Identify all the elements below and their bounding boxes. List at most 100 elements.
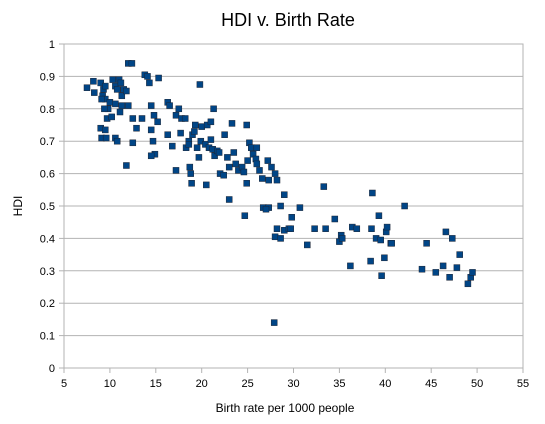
data-point (185, 141, 193, 148)
data-point (449, 235, 456, 242)
y-tick-label: 0 (49, 363, 55, 375)
data-point (108, 113, 115, 121)
data-point (264, 157, 272, 164)
data-point (383, 223, 391, 231)
data-point (228, 120, 236, 127)
data-point (83, 84, 91, 91)
y-tick-label: 0.4 (40, 233, 55, 245)
data-point (469, 269, 476, 276)
data-point (273, 176, 281, 184)
data-point (172, 167, 180, 174)
data-point (244, 157, 251, 164)
y-axis-ticks: 0 0.1 0.2 0.3 0.4 0.5 0.6 0.7 0.8 0.9 1 (40, 39, 64, 375)
data-point (116, 108, 124, 116)
data-point (375, 212, 383, 219)
data-point (147, 152, 155, 160)
data-point (221, 131, 228, 138)
data-point (220, 171, 227, 179)
x-axis-label: Birth rate per 1000 people (216, 401, 355, 415)
data-point (253, 160, 261, 168)
data-point (423, 240, 430, 247)
data-point (102, 134, 110, 142)
x-axis-ticks: 5 10 15 20 25 30 35 40 45 50 55 (61, 368, 529, 390)
data-point (102, 82, 109, 90)
data-point (117, 79, 125, 87)
data-point (224, 154, 231, 161)
x-tick-label: 30 (287, 378, 299, 390)
x-tick-label: 25 (241, 378, 253, 390)
data-point (243, 180, 250, 187)
data-point (129, 115, 137, 122)
data-point (225, 163, 233, 171)
data-point (277, 202, 284, 210)
data-point (98, 95, 105, 103)
x-tick-label: 40 (379, 378, 391, 390)
data-point (241, 212, 249, 219)
data-point (112, 100, 119, 108)
data-point (287, 225, 294, 232)
chart-title: HDI v. Birth Rate (221, 10, 355, 30)
data-point (378, 272, 385, 279)
data-point (367, 257, 374, 265)
data-point (193, 144, 201, 151)
data-point (347, 262, 354, 270)
x-tick-label: 45 (425, 378, 437, 390)
data-point (232, 160, 239, 168)
data-point (456, 251, 463, 258)
data-point (149, 137, 157, 145)
data-point (270, 319, 278, 326)
data-point (446, 274, 453, 281)
data-point (243, 121, 250, 129)
data-point (128, 60, 136, 67)
data-point (109, 76, 116, 83)
data-point (377, 236, 384, 244)
data-point (225, 196, 233, 203)
data-point (144, 73, 151, 80)
data-point (123, 162, 130, 169)
data-point (296, 204, 304, 211)
data-point (322, 225, 329, 232)
data-point (186, 163, 194, 171)
y-tick-label: 0.1 (40, 331, 55, 343)
data-point (191, 128, 198, 135)
data-point (442, 228, 450, 236)
data-point (453, 264, 461, 271)
data-point (175, 105, 183, 113)
data-point (147, 102, 155, 109)
data-point (169, 142, 176, 150)
data-point (207, 136, 215, 143)
data-point (125, 102, 132, 109)
data-point (381, 254, 388, 262)
data-point (90, 78, 97, 85)
data-point (123, 87, 130, 95)
data-point (353, 225, 361, 232)
data-point (281, 191, 288, 198)
data-point (248, 144, 255, 151)
data-point (464, 280, 472, 288)
data-point (368, 225, 375, 232)
data-point (262, 205, 270, 213)
data-point (240, 168, 248, 176)
data-point (196, 81, 204, 88)
data-point (203, 181, 210, 189)
data-point (133, 124, 140, 132)
data-point (277, 235, 284, 242)
data-point (369, 189, 376, 197)
data-point (192, 121, 199, 129)
data-point (187, 170, 194, 177)
x-tick-label: 35 (333, 378, 345, 390)
data-point (215, 149, 223, 156)
x-tick-label: 10 (104, 378, 116, 390)
data-point (439, 262, 447, 270)
data-point (150, 112, 158, 119)
data-point (166, 102, 173, 109)
data-point (271, 233, 279, 241)
data-point (113, 86, 121, 93)
y-tick-label: 0.8 (40, 104, 55, 116)
data-point (288, 214, 295, 221)
data-point (265, 176, 272, 184)
data-point (207, 118, 215, 126)
y-axis-label: HDI (11, 196, 25, 217)
data-point (195, 154, 203, 161)
